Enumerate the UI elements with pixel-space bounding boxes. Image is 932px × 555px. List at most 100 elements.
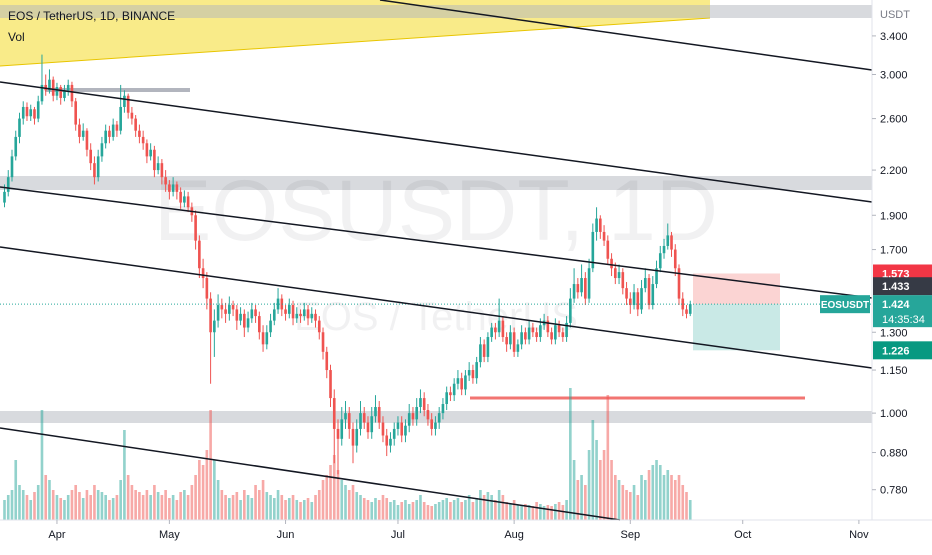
volume-bar (321, 480, 325, 520)
volume-bar (490, 495, 493, 520)
trend-line (0, 81, 873, 203)
volume-bar (467, 495, 471, 520)
candle-body (36, 101, 40, 119)
volume-bar (66, 495, 70, 520)
candle-body (130, 112, 134, 119)
candle-body (299, 313, 302, 317)
volume-bar (59, 498, 63, 520)
candle-body (464, 375, 467, 390)
volume-bar (243, 490, 246, 520)
volume-bar (617, 480, 621, 520)
candle-body (123, 95, 126, 107)
volume-bar (104, 495, 107, 520)
candle-body (269, 320, 272, 333)
candle-body (325, 351, 329, 371)
volume-bar (276, 490, 280, 520)
candle-body (261, 332, 265, 345)
volume-bar (85, 490, 89, 520)
volume-bar (3, 500, 6, 520)
volume-bar (344, 485, 347, 520)
volume-bar (681, 485, 685, 520)
candle-body (291, 305, 295, 319)
candle-body (284, 309, 287, 314)
volume-bar (355, 492, 359, 520)
candle-body (235, 309, 239, 321)
volume-bar (636, 495, 640, 520)
candle-body (254, 309, 257, 317)
volume-bar (269, 495, 272, 520)
candle-body (21, 106, 25, 119)
volume-bar (317, 490, 321, 520)
candle-body (400, 422, 404, 436)
candle-body (55, 87, 59, 96)
volume-bar (89, 495, 92, 520)
last-price-name: EOSUSDT (821, 300, 869, 311)
volume-bar (220, 490, 224, 520)
candle-body (228, 305, 231, 314)
candle-body (156, 163, 160, 171)
volume-bar (183, 490, 186, 520)
candle-body (51, 79, 55, 96)
candle-body (531, 327, 535, 333)
candle-body (621, 272, 625, 289)
candle-body (115, 124, 119, 131)
candle-body (550, 332, 553, 340)
candle-body (366, 422, 370, 433)
y-tick-label: 0.780 (880, 485, 908, 497)
volume-bar (123, 430, 126, 520)
volume-bar (325, 475, 329, 520)
candle-body (681, 298, 685, 310)
candle-body (576, 284, 580, 293)
candle-body (632, 292, 636, 306)
volume-bar (651, 465, 655, 520)
candle-body (643, 278, 647, 289)
volume-bar (21, 490, 25, 520)
candle-body (516, 344, 520, 352)
volume-bar (366, 500, 370, 520)
candle-body (673, 249, 677, 269)
volume-bar (389, 502, 392, 520)
volume-bar (407, 504, 411, 520)
candle-body (317, 320, 321, 333)
volume-bar (505, 502, 508, 520)
candle-body (59, 87, 63, 98)
candle-body (138, 130, 141, 137)
candle-body (524, 332, 527, 340)
volume-bar (347, 490, 351, 520)
volume-bar (662, 475, 666, 520)
candle-body (344, 413, 347, 420)
candle-body (407, 413, 411, 426)
candle-body (85, 130, 89, 150)
zone (0, 411, 872, 423)
candle-body (497, 320, 501, 333)
volume-bar (291, 495, 295, 520)
volume-bar (198, 460, 201, 520)
volume-bar (134, 490, 137, 520)
candle-body (381, 422, 385, 436)
candle-body (662, 245, 666, 254)
volume-bar (430, 506, 434, 520)
volume-bar (29, 500, 33, 520)
y-tick-label: 1.700 (880, 245, 908, 257)
volume-bar (156, 492, 160, 520)
candle-body (482, 344, 486, 357)
candle-body (359, 413, 362, 429)
candle-body (580, 278, 583, 293)
x-tick-label: Oct (734, 529, 751, 541)
volume-bar (486, 492, 490, 520)
candle-body (647, 278, 651, 306)
candle-body (48, 79, 51, 91)
volume-bar (81, 498, 85, 520)
volume-bar (550, 506, 553, 520)
trend-line (0, 246, 873, 369)
candle-body (527, 327, 531, 340)
candle-body (404, 425, 407, 436)
volume-bar (302, 500, 306, 520)
y-tick-label: 3.000 (880, 69, 908, 81)
candle-body (456, 378, 460, 384)
volume-bar (40, 410, 44, 520)
candle-body (422, 398, 426, 411)
volume-bar (153, 485, 156, 520)
volume-bar (531, 506, 535, 520)
candle-body (179, 191, 182, 203)
